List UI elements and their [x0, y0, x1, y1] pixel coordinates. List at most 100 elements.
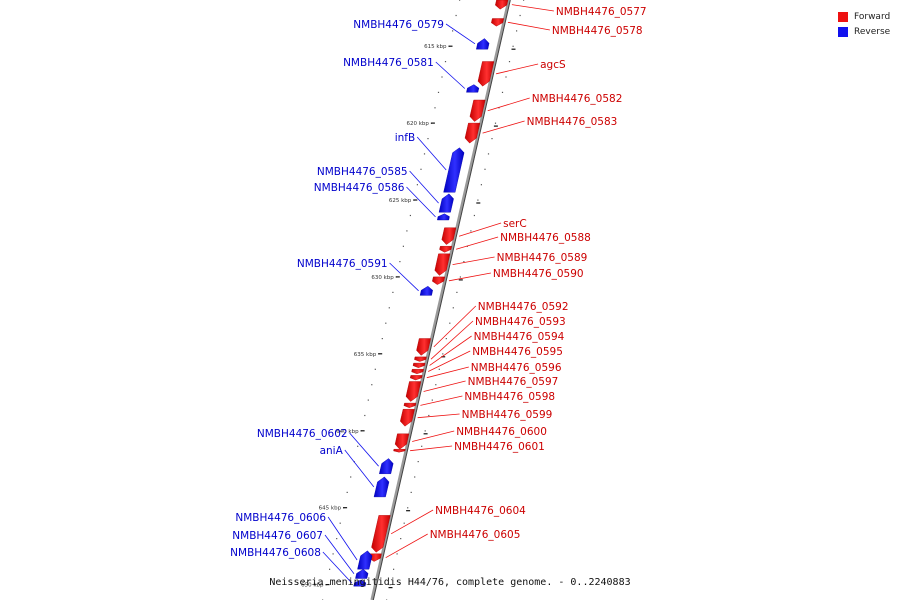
gene-label: NMBH4476_0585 — [317, 166, 408, 178]
minor-tick — [389, 584, 391, 586]
legend-item-forward[interactable]: Forward — [838, 9, 890, 24]
tick-label: 620 kbp — [406, 121, 429, 127]
genome-axis-edge — [372, 0, 511, 600]
gene-leader — [445, 23, 476, 45]
legend-label-reverse: Reverse — [854, 26, 891, 37]
gene-leader — [458, 222, 502, 237]
minor-tick — [441, 76, 443, 78]
minor-tick — [508, 61, 511, 63]
gene-label: NMBH4476_0599 — [462, 409, 553, 421]
gene-arrow-nmbh4476_0596 — [409, 375, 423, 381]
minor-tick — [445, 338, 447, 340]
minor-tick — [346, 491, 348, 493]
minor-tick — [367, 399, 369, 401]
gene-label: NMBH4476_0591 — [297, 258, 388, 270]
gene-arrow-nmbh4476_0582 — [469, 99, 486, 122]
gene-leader — [426, 366, 469, 379]
gene-leader — [385, 533, 428, 559]
gene-leader — [496, 63, 539, 75]
gene-label: NMBH4476_0586 — [314, 182, 405, 194]
minor-tick — [455, 14, 457, 17]
gene-leader — [344, 449, 375, 488]
gene-label: NMBH4476_0606 — [235, 512, 326, 524]
gene-arrow-nmbh4476_0608 — [353, 579, 367, 587]
gene-label: NMBH4476_0590 — [493, 268, 584, 280]
gene-leader — [322, 551, 353, 584]
gene-arrow-nmbh4476_0590 — [432, 276, 446, 285]
minor-tick — [494, 122, 497, 124]
minor-tick — [491, 138, 493, 140]
gene-label: aniA — [320, 445, 344, 457]
minor-tick — [364, 414, 366, 417]
gene-leader — [430, 320, 474, 360]
minor-tick — [452, 30, 454, 32]
gene-label: NMBH4476_0608 — [230, 547, 321, 559]
tick-label: 650 kbp — [301, 583, 324, 589]
minor-tick — [427, 138, 429, 140]
minor-tick — [350, 476, 352, 478]
gene-leader — [423, 380, 466, 392]
minor-tick — [399, 261, 401, 263]
gene-arrow-nmbh4476_0597 — [405, 381, 422, 402]
gene-label: NMBH4476_0607 — [232, 530, 323, 542]
minor-tick — [449, 322, 451, 324]
gene-label: NMBH4476_0579 — [353, 19, 444, 31]
minor-tick — [416, 184, 418, 186]
gene-label: NMBH4476_0596 — [471, 362, 562, 374]
tick-label: 630 kbp — [371, 275, 394, 281]
gene-label: serC — [503, 218, 527, 230]
legend-item-reverse[interactable]: Reverse — [838, 24, 890, 39]
gene-leader — [487, 97, 530, 112]
minor-tick — [459, 0, 461, 1]
gene-leader — [435, 61, 466, 89]
gene-leader — [349, 432, 379, 467]
minor-tick — [452, 307, 454, 309]
minor-tick — [400, 538, 402, 540]
minor-tick — [435, 384, 437, 386]
minor-tick — [456, 291, 458, 293]
minor-tick — [487, 153, 490, 155]
minor-tick — [501, 91, 504, 93]
gene-arrow-nmbh4476_0586 — [437, 213, 450, 221]
reverse-swatch-icon — [838, 26, 848, 37]
gene-arrow-nmbh4476_0594 — [412, 362, 426, 368]
minor-tick — [420, 168, 422, 170]
gene-label: NMBH4476_0595 — [472, 346, 563, 358]
gene-arrow-nmbh4476_0604 — [371, 515, 391, 553]
gene-leader — [507, 21, 550, 31]
minor-tick — [414, 476, 416, 478]
gene-label: NMBH4476_0604 — [435, 505, 526, 517]
gene-leader — [389, 262, 419, 292]
minor-tick — [409, 214, 411, 217]
gene-arrow-nmbh4476_0607 — [355, 568, 369, 579]
legend-label-forward: Forward — [854, 11, 891, 22]
gene-arrow-nmbh4476_0595 — [411, 369, 424, 375]
minor-tick — [403, 522, 405, 524]
minor-tick — [406, 230, 408, 232]
gene-label: agcS — [540, 59, 566, 71]
gene-arrow-infb — [443, 147, 465, 193]
gene-label: NMBH4476_0592 — [478, 301, 569, 313]
gene-leader — [327, 516, 358, 561]
minor-tick — [459, 276, 461, 278]
tick-label: 625 kbp — [389, 198, 412, 204]
tick-label: 635 kbp — [354, 352, 377, 358]
gene-arrow-nmbh4476_0589 — [434, 253, 451, 276]
minor-tick — [505, 76, 507, 78]
tick-label: 645 kbp — [319, 506, 342, 512]
gene-leader — [406, 186, 436, 218]
minor-tick — [437, 91, 440, 93]
minor-tick — [477, 199, 479, 201]
gene-arrow-nmbh4476_0579 — [476, 38, 490, 50]
minor-tick — [421, 445, 423, 447]
gene-leader — [390, 509, 434, 535]
gene-arrow-nmbh4476_0583 — [464, 122, 481, 144]
gene-leader — [482, 120, 525, 134]
minor-tick — [371, 384, 373, 386]
gene-leader — [324, 534, 355, 575]
gene-leader — [448, 272, 491, 282]
gene-arrow-nmbh4476_0598 — [403, 402, 417, 408]
genome-caption: Neisseria meningitidis H44/76, complete … — [269, 577, 631, 588]
minor-tick — [336, 538, 338, 540]
